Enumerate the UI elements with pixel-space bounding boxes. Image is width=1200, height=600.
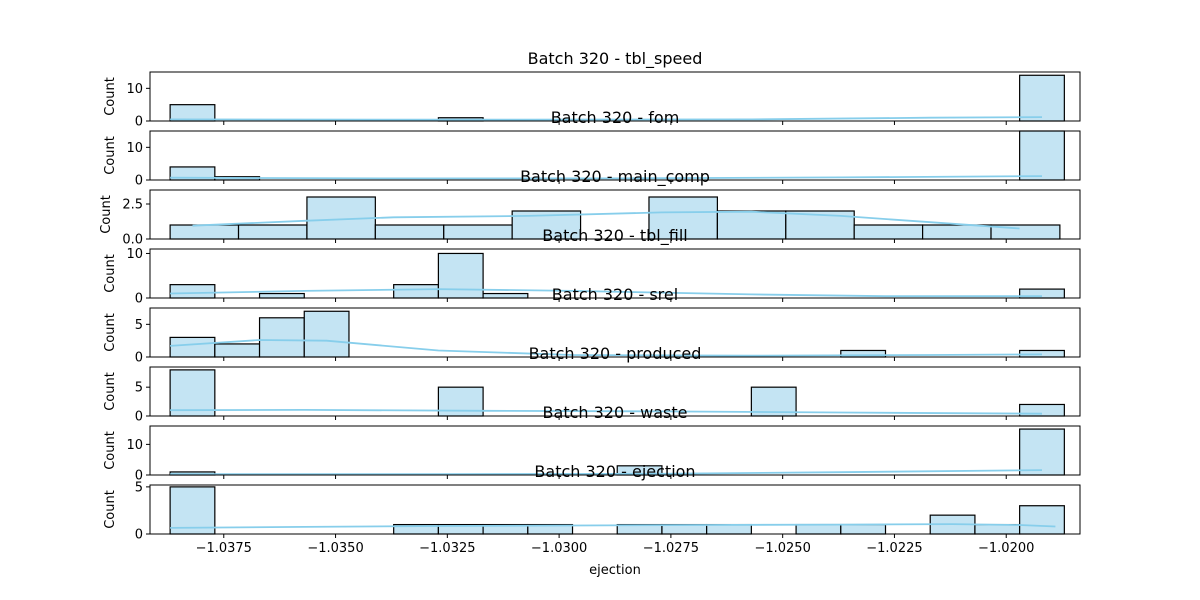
histogram-bar xyxy=(1019,505,1065,535)
x-tick-label: −1.0275 xyxy=(643,541,699,556)
y-axis-label: Count xyxy=(103,431,118,470)
y-tick-label: 2.5 xyxy=(122,198,143,213)
histogram-bar xyxy=(1019,130,1065,181)
y-axis-label: Count xyxy=(103,254,118,293)
y-tick-label: 10 xyxy=(126,247,143,262)
kde-line xyxy=(170,339,1043,357)
panel-title: Batch 320 - produced xyxy=(529,344,702,363)
y-tick-label: 10 xyxy=(126,82,143,97)
histogram-bar xyxy=(443,224,513,240)
y-tick-label: 5 xyxy=(135,381,143,396)
y-tick-label: 0 xyxy=(135,351,143,366)
panel-7: 0 10 Count xyxy=(103,425,1081,484)
x-tick-label: −1.0225 xyxy=(866,541,922,556)
panel-5: 0 5 Count xyxy=(103,307,1081,366)
histogram-bar xyxy=(974,523,1021,535)
x-axis-label: ejection xyxy=(589,563,641,578)
histogram-bar xyxy=(853,224,924,240)
histogram-bar xyxy=(716,210,787,240)
panel-title: Batch 320 - ejection xyxy=(534,462,695,481)
y-tick-label: 10 xyxy=(126,438,143,453)
histogram-bar xyxy=(237,224,308,240)
histogram-bar xyxy=(169,369,216,417)
panel-title: Batch 320 - main_comp xyxy=(520,167,710,187)
kde-line xyxy=(192,210,1020,230)
y-tick-label: 0 xyxy=(135,174,143,189)
kde-line xyxy=(170,175,1043,180)
histogram-bar xyxy=(169,486,216,535)
panel-title: Batch 320 - tbl_speed xyxy=(528,49,703,69)
histogram-bar xyxy=(169,224,240,240)
histogram-bar xyxy=(169,336,216,358)
y-tick-label: 0 xyxy=(135,528,143,543)
plot-frame xyxy=(149,71,1081,122)
x-tick-label: −1.0375 xyxy=(196,541,252,556)
histogram-bar xyxy=(706,523,752,535)
histogram-bar xyxy=(214,343,261,358)
x-tick-label: −1.0200 xyxy=(978,541,1034,556)
histogram-bar xyxy=(303,310,350,358)
plot-frame xyxy=(149,248,1081,299)
y-axis-label: Count xyxy=(103,372,118,411)
x-tick-label: −1.0300 xyxy=(531,541,587,556)
histogram-bar xyxy=(437,252,484,299)
y-axis-label: Count xyxy=(103,490,118,529)
kde-line xyxy=(170,523,1056,529)
panel-2: 0 10 Count xyxy=(103,130,1081,189)
y-tick-label: 0 xyxy=(135,410,143,425)
histogram-bar xyxy=(374,224,445,240)
histogram-bar xyxy=(393,284,439,299)
plot-frame xyxy=(149,130,1081,181)
y-tick-label: 5 xyxy=(135,480,143,495)
plot-frame xyxy=(149,189,1081,240)
panel-title: Batch 320 - tbl_fill xyxy=(542,226,687,246)
y-tick-label: 0 xyxy=(135,115,143,130)
kde-line xyxy=(170,408,1043,415)
plot-frame xyxy=(149,484,1081,535)
plot-frame xyxy=(149,425,1081,476)
panel-8: 0 5 Count −1.0375 −1.0350 −1.0325 −1.0300 −1.02… xyxy=(103,480,1081,556)
kde-line xyxy=(170,288,1042,298)
y-tick-label: 0.0 xyxy=(122,233,143,248)
kde-line xyxy=(170,469,1043,476)
plot-frame xyxy=(149,307,1081,358)
panel-1: 0 10 Count xyxy=(103,71,1081,130)
panel-6: 0 5 Count xyxy=(103,366,1081,425)
panel-4: 0 10 Count xyxy=(103,247,1081,307)
y-tick-label: 5 xyxy=(135,318,143,333)
panel-title: Batch 320 - waste xyxy=(543,403,688,422)
x-tick-label: −1.0250 xyxy=(754,541,810,556)
histogram-bar xyxy=(795,523,842,535)
y-tick-label: 0 xyxy=(135,292,143,307)
x-tick-label: −1.0325 xyxy=(419,541,475,556)
y-axis-label: Count xyxy=(99,195,114,234)
kde-line xyxy=(170,116,1043,121)
x-tick-label: −1.0350 xyxy=(307,541,363,556)
histogram-bar xyxy=(1019,74,1065,122)
histogram-bar xyxy=(922,224,992,240)
panel-3: 0.0 2.5 Count xyxy=(99,189,1081,248)
panel-title: Batch 320 - srel xyxy=(552,285,678,304)
histogram-bar xyxy=(169,284,216,299)
y-tick-label: 0 xyxy=(135,469,143,484)
histogram-bar xyxy=(258,292,305,299)
plot-frame xyxy=(149,366,1081,417)
y-axis-label: Count xyxy=(103,77,118,116)
histogram-bar xyxy=(1019,428,1065,476)
y-axis-label: Count xyxy=(103,313,118,352)
histogram-bar xyxy=(437,386,484,417)
y-axis-label: Count xyxy=(103,136,118,175)
histogram-bar xyxy=(482,292,529,299)
histogram-bar xyxy=(648,196,718,240)
histogram-bar xyxy=(840,523,887,535)
panel-title: Batch 320 - fom xyxy=(551,108,680,127)
histogram-bar xyxy=(258,317,305,358)
y-tick-label: 10 xyxy=(126,141,143,156)
